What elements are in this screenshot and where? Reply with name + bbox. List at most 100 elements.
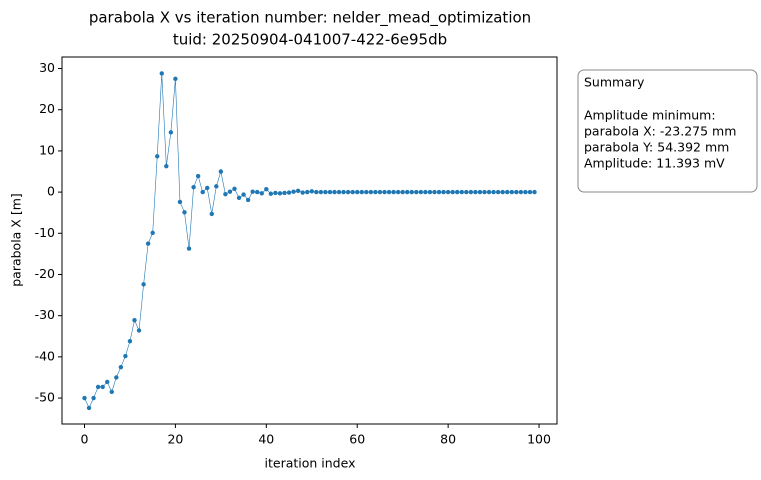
data-point bbox=[236, 195, 242, 201]
data-point bbox=[432, 189, 437, 195]
data-point bbox=[355, 189, 360, 195]
data-point bbox=[350, 189, 355, 195]
data-point bbox=[509, 189, 514, 195]
data-point bbox=[295, 188, 301, 194]
data-point bbox=[227, 189, 233, 194]
data-point bbox=[150, 230, 155, 236]
data-point bbox=[268, 191, 274, 196]
data-point bbox=[327, 189, 333, 195]
y-tick-label: -10 bbox=[35, 225, 55, 240]
data-point bbox=[400, 189, 405, 195]
data-point bbox=[409, 189, 414, 195]
data-point bbox=[114, 375, 119, 380]
data-point bbox=[395, 189, 401, 195]
y-tick-label: 30 bbox=[39, 60, 55, 75]
data-point bbox=[445, 189, 451, 195]
y-tick-label: -40 bbox=[35, 348, 55, 363]
data-point bbox=[132, 318, 137, 323]
chart-title: parabola X vs iteration number: nelder_m… bbox=[89, 9, 531, 28]
data-point bbox=[109, 389, 114, 395]
data-point bbox=[282, 190, 287, 196]
data-point bbox=[145, 241, 151, 246]
data-point bbox=[232, 186, 237, 192]
data-point bbox=[159, 71, 164, 76]
y-tick-label: 0 bbox=[47, 184, 55, 199]
y-tick-label: -50 bbox=[35, 390, 55, 405]
x-tick-label: 0 bbox=[81, 432, 89, 447]
data-point bbox=[255, 189, 260, 195]
data-point bbox=[459, 189, 464, 195]
data-point bbox=[477, 189, 483, 195]
x-tick-label: 100 bbox=[527, 432, 551, 447]
y-tick-label: 20 bbox=[39, 101, 55, 116]
data-point bbox=[82, 395, 87, 401]
data-point bbox=[241, 192, 246, 197]
data-point bbox=[273, 190, 278, 196]
data-point bbox=[141, 282, 146, 287]
y-tick-label: -30 bbox=[35, 307, 55, 322]
data-point bbox=[455, 189, 460, 195]
data-point bbox=[309, 189, 314, 194]
y-axis-label: parabola X [m] bbox=[9, 193, 24, 287]
plot-frame bbox=[61, 56, 558, 425]
data-point bbox=[336, 189, 342, 195]
data-point bbox=[523, 189, 528, 195]
data-point bbox=[118, 364, 124, 370]
data-point bbox=[414, 189, 419, 195]
data-point bbox=[382, 189, 387, 195]
data-point bbox=[464, 189, 469, 195]
data-point bbox=[209, 211, 214, 217]
chart-subtitle: tuid: 20250904-041007-422-6e95db bbox=[173, 31, 447, 49]
data-point bbox=[436, 189, 442, 195]
data-point bbox=[491, 189, 496, 195]
data-point bbox=[182, 210, 187, 215]
data-point bbox=[418, 189, 424, 195]
x-tick-label: 40 bbox=[258, 432, 274, 447]
summary-line: Amplitude: 11.393 mV bbox=[584, 156, 725, 171]
data-point bbox=[286, 190, 292, 195]
data-point bbox=[173, 76, 178, 82]
data-point bbox=[500, 189, 505, 195]
data-point bbox=[482, 189, 487, 195]
data-point bbox=[155, 154, 160, 159]
data-point bbox=[391, 189, 396, 195]
data-point bbox=[300, 190, 305, 195]
data-point bbox=[359, 189, 364, 195]
data-point bbox=[364, 189, 369, 195]
data-point bbox=[100, 384, 105, 390]
data-point bbox=[164, 163, 169, 169]
data-point bbox=[259, 191, 264, 196]
y-tick-label: 10 bbox=[39, 142, 55, 157]
data-point bbox=[505, 189, 510, 195]
data-point bbox=[373, 189, 378, 195]
data-point bbox=[223, 191, 228, 197]
data-point bbox=[127, 339, 133, 344]
data-point bbox=[218, 169, 224, 174]
data-point bbox=[305, 189, 310, 195]
data-point bbox=[318, 189, 324, 195]
summary-title: Summary bbox=[584, 75, 645, 90]
data-point bbox=[86, 405, 92, 411]
summary-box bbox=[577, 69, 758, 193]
data-point bbox=[177, 199, 183, 205]
data-point bbox=[314, 189, 319, 195]
data-point bbox=[105, 379, 110, 385]
y-tick-label: -20 bbox=[35, 266, 55, 281]
data-point bbox=[345, 189, 351, 195]
data-point bbox=[264, 187, 269, 192]
data-point bbox=[214, 184, 219, 189]
data-point bbox=[245, 197, 251, 203]
data-point bbox=[427, 189, 433, 195]
data-point bbox=[95, 384, 101, 390]
data-point bbox=[205, 185, 210, 191]
data-point bbox=[123, 353, 128, 359]
data-point bbox=[200, 189, 205, 195]
summary-heading: Amplitude minimum: bbox=[584, 108, 716, 123]
summary-line: parabola Y: 54.392 mm bbox=[584, 140, 729, 155]
data-point bbox=[495, 189, 501, 195]
data-point bbox=[368, 189, 374, 195]
data-point bbox=[291, 189, 296, 194]
data-point bbox=[514, 189, 519, 195]
